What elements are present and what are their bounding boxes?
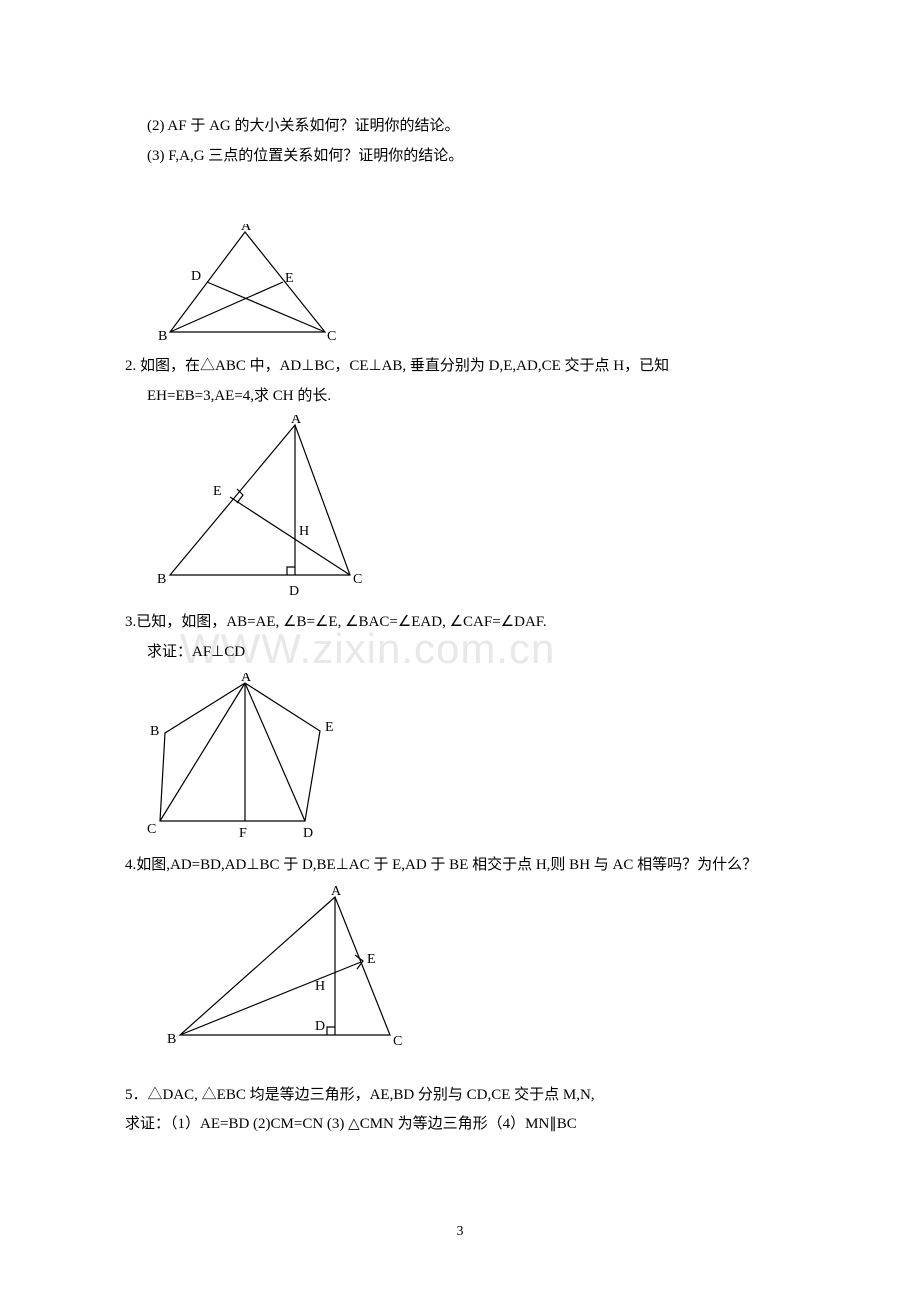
fig1-label-B: B [158,329,167,344]
q3-text2: 求证：AF⊥CD [125,640,800,666]
figure-4: A B C D E H [165,885,800,1055]
fig4-label-C: C [393,1034,402,1049]
fig3-label-D: D [303,826,313,841]
fig3-label-F: F [239,826,247,841]
fig1-label-C: C [327,329,336,344]
fig2-label-H: H [299,524,309,539]
fig4-label-A: A [331,885,342,899]
fig2-label-D: D [289,584,299,599]
fig2-label-A: A [291,415,302,427]
fig1-label-A: A [241,224,252,234]
fig4-label-D: D [315,1019,325,1034]
figure-3: A B C D E F [145,673,800,843]
fig2-label-C: C [353,572,362,587]
q3-text1: 3.已知，如图，AB=AE, ∠B=∠E, ∠BAC=∠EAD, ∠CAF=∠D… [125,610,800,636]
fig4-label-B: B [167,1032,176,1047]
fig3-label-B: B [150,724,159,739]
q1-line2: (2) AF 于 AG 的大小关系如何？证明你的结论。 [125,114,800,140]
fig3-label-E: E [325,720,334,735]
fig2-label-B: B [157,572,166,587]
fig3-label-A: A [241,673,252,685]
page-number: 3 [0,1224,920,1240]
q2-text1: 2. 如图，在△ABC 中，AD⊥BC，CE⊥AB, 垂直分别为 D,E,AD,… [125,354,800,380]
q4-text: 4.如图,AD=BD,AD⊥BC 于 D,BE⊥AC 于 E,AD 于 BE 相… [125,853,800,879]
q2-text2: EH=EB=3,AE=4,求 CH 的长. [125,384,800,410]
fig1-label-D: D [191,269,201,284]
fig3-label-C: C [147,822,156,837]
fig4-label-H: H [315,979,325,994]
figure-1: A B C D E [155,224,800,344]
fig4-label-E: E [367,952,376,967]
q5-text2: 求证：（1）AE=BD (2)CM=CN (3) △CMN 为等边三角形（4）M… [125,1112,800,1138]
figure-2: A B C D E H [155,415,800,600]
fig1-label-E: E [285,271,294,286]
q1-line3: (3) F,A,G 三点的位置关系如何？证明你的结论。 [125,144,800,170]
q5-text1: 5．△DAC, △EBC 均是等边三角形，AE,BD 分别与 CD,CE 交于点… [125,1083,800,1109]
fig2-label-E: E [213,484,222,499]
